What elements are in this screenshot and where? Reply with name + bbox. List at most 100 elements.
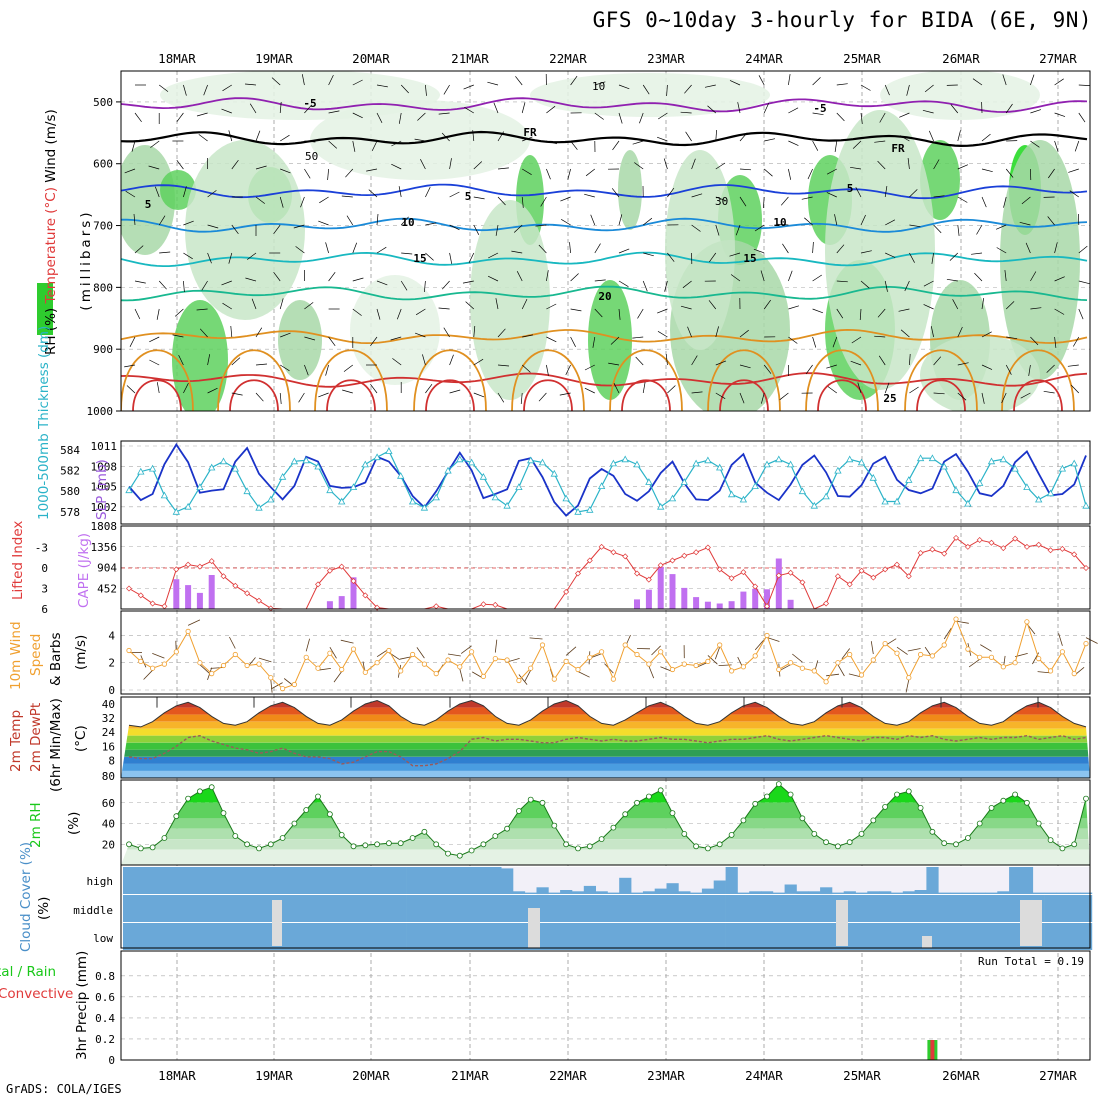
cape-bar (645, 589, 652, 609)
ylabel-temp-4: (°C) (73, 725, 89, 752)
wind-barb (396, 308, 402, 320)
wind-barb (764, 138, 776, 142)
wind-barb (304, 168, 311, 179)
li-point (799, 579, 806, 586)
cloud-cell-middle (453, 895, 466, 922)
wind-barb (715, 196, 727, 202)
wind-barb (708, 300, 717, 310)
cloud-cell-low (465, 923, 478, 950)
wind-barb (298, 392, 305, 403)
rh-shade-24 (350, 275, 440, 385)
wind-barb (981, 331, 992, 338)
cloud-cell-low (300, 923, 313, 950)
wind-speed-point (516, 677, 522, 684)
wind-speed-point (1000, 664, 1006, 670)
li-point (764, 603, 770, 610)
wind-barb (417, 112, 426, 121)
wind-barb (473, 392, 485, 398)
wind-speed-point (421, 661, 427, 667)
wind-barb (158, 280, 167, 290)
cloud-cell-middle (713, 895, 726, 922)
surface-wind-barb (494, 639, 498, 653)
wind-speed-point (835, 660, 841, 666)
thickness-point (928, 454, 937, 462)
thickness-point (763, 460, 771, 468)
cloud-cell-low (394, 923, 407, 950)
wind-barb (680, 111, 692, 114)
surface-wind-barb (577, 671, 590, 678)
cloud-cell-middle (879, 895, 892, 922)
wind-barb (812, 140, 819, 151)
ytick-temp-4: 8 (108, 754, 115, 767)
thickness-point (680, 478, 688, 485)
surface-wind-barb (896, 646, 908, 655)
wind-barb (950, 104, 959, 114)
cloud-cell-high (678, 891, 691, 894)
date-bottom-7: 25MAR (843, 1068, 881, 1083)
wind-speed-point (752, 653, 758, 659)
thickness-point (609, 459, 618, 467)
wind-speed-point (256, 661, 262, 667)
cloud-cell-low (808, 923, 821, 950)
wind-barb (618, 84, 630, 90)
ylabel-cloud: Cloud Cover (%) (18, 842, 34, 952)
wind-barb (729, 80, 741, 86)
surface-wind-barb (524, 670, 532, 682)
wind-barb (1048, 168, 1055, 179)
rh-point (716, 841, 723, 848)
wind-speed-point (799, 665, 806, 671)
thickness-point (905, 476, 913, 483)
ytick-cape-3: 452 (97, 582, 117, 595)
rh-point (409, 835, 416, 841)
wind-barb (1054, 112, 1066, 117)
cape-bar (681, 587, 688, 609)
wind-speed-point (126, 647, 132, 654)
li-point (1071, 551, 1078, 558)
rh-point (575, 845, 581, 852)
rh-point (291, 820, 298, 827)
warm-arch-0 (121, 349, 194, 411)
cloud-cell-middle (158, 895, 171, 922)
thickness-point (1058, 464, 1067, 472)
isotherm-label-3: FR (891, 142, 905, 155)
li-point (752, 583, 759, 590)
wind-speed-point (870, 657, 876, 663)
surface-wind-barb (754, 639, 765, 651)
ytick-precip-1: 0.6 (95, 991, 115, 1004)
wind-barb (639, 112, 644, 124)
wind-barb (1001, 392, 1007, 404)
wind-barb (1054, 242, 1058, 254)
cloud-cell-high (666, 883, 679, 894)
ytick-precip-4: 0 (108, 1054, 115, 1067)
wind-barb (812, 308, 824, 314)
wind-barb (788, 270, 793, 282)
wind-barb (1078, 245, 1088, 254)
wind-barb (584, 364, 595, 371)
wind-barb (516, 271, 523, 282)
date-top-6: 24MAR (745, 51, 783, 66)
wind-barb (763, 196, 765, 209)
wind-barb (974, 272, 983, 282)
li-point (1012, 535, 1019, 542)
cloud-cell-high (205, 867, 218, 894)
wind-speed-point (445, 657, 451, 663)
wind-speed-point (728, 668, 735, 674)
wind-barb (957, 130, 961, 142)
wind-speed-point (681, 661, 687, 667)
wind-barb (228, 130, 233, 142)
cape-bar (787, 599, 794, 609)
cloud-cell-middle (1009, 895, 1022, 922)
cloud-cell-middle (300, 895, 313, 922)
rh-point (657, 787, 664, 794)
wind-speed-point (362, 669, 368, 675)
wind-barb (635, 356, 644, 366)
cloud-cell-middle (548, 895, 561, 922)
wind-barb (546, 303, 557, 310)
wind-barb (183, 186, 187, 198)
cloud-cell-high (796, 891, 809, 894)
wind-barb (279, 392, 282, 405)
cloud-cell-low (867, 923, 880, 950)
wind-barb (376, 112, 383, 123)
cloud-level-high: high (87, 875, 114, 888)
wind-barb (826, 192, 837, 198)
